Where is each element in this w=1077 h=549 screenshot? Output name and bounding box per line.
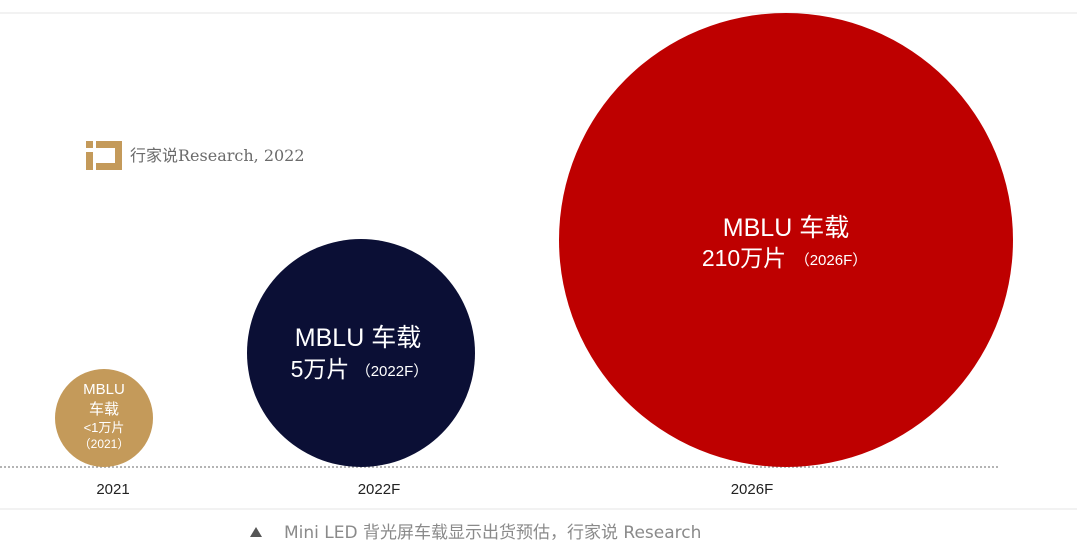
ixs-logo-icon (86, 141, 122, 170)
x-tick-2022f: 2022F (358, 481, 401, 498)
caption-text: Mini LED 背光屏车载显示出货预估，行家说 Research (284, 523, 701, 543)
triangle-up-icon (250, 527, 262, 537)
watermark-text: 行家说Research, 2022 (130, 146, 305, 165)
bubble-2022f (247, 239, 475, 467)
bubble-label-2021-line-1: MBLU (83, 381, 125, 398)
bubble-label-2022f-value: 5万片 (291, 356, 350, 382)
bubble-label-2021-line-3: <1万片 (84, 420, 125, 435)
bubble-label-2026f-year: （2026F） (795, 252, 868, 269)
bubble-label-2021-line-2: 车载 (89, 401, 119, 418)
bubble-label-2022f-line-1: MBLU 车载 (295, 324, 421, 352)
bubble-label-2026f-value: 210万片 (702, 245, 786, 271)
x-tick-2021: 2021 (96, 481, 129, 498)
bubble-2026f (559, 13, 1013, 467)
bubble-label-2026f-line-1: MBLU 车载 (723, 214, 849, 242)
bubble-label-2021-line-4: （2021） (79, 437, 130, 451)
bubble-2021 (55, 369, 153, 467)
bubble-label-2022f-year: （2022F） (356, 363, 429, 380)
x-tick-2026f: 2026F (731, 481, 774, 498)
